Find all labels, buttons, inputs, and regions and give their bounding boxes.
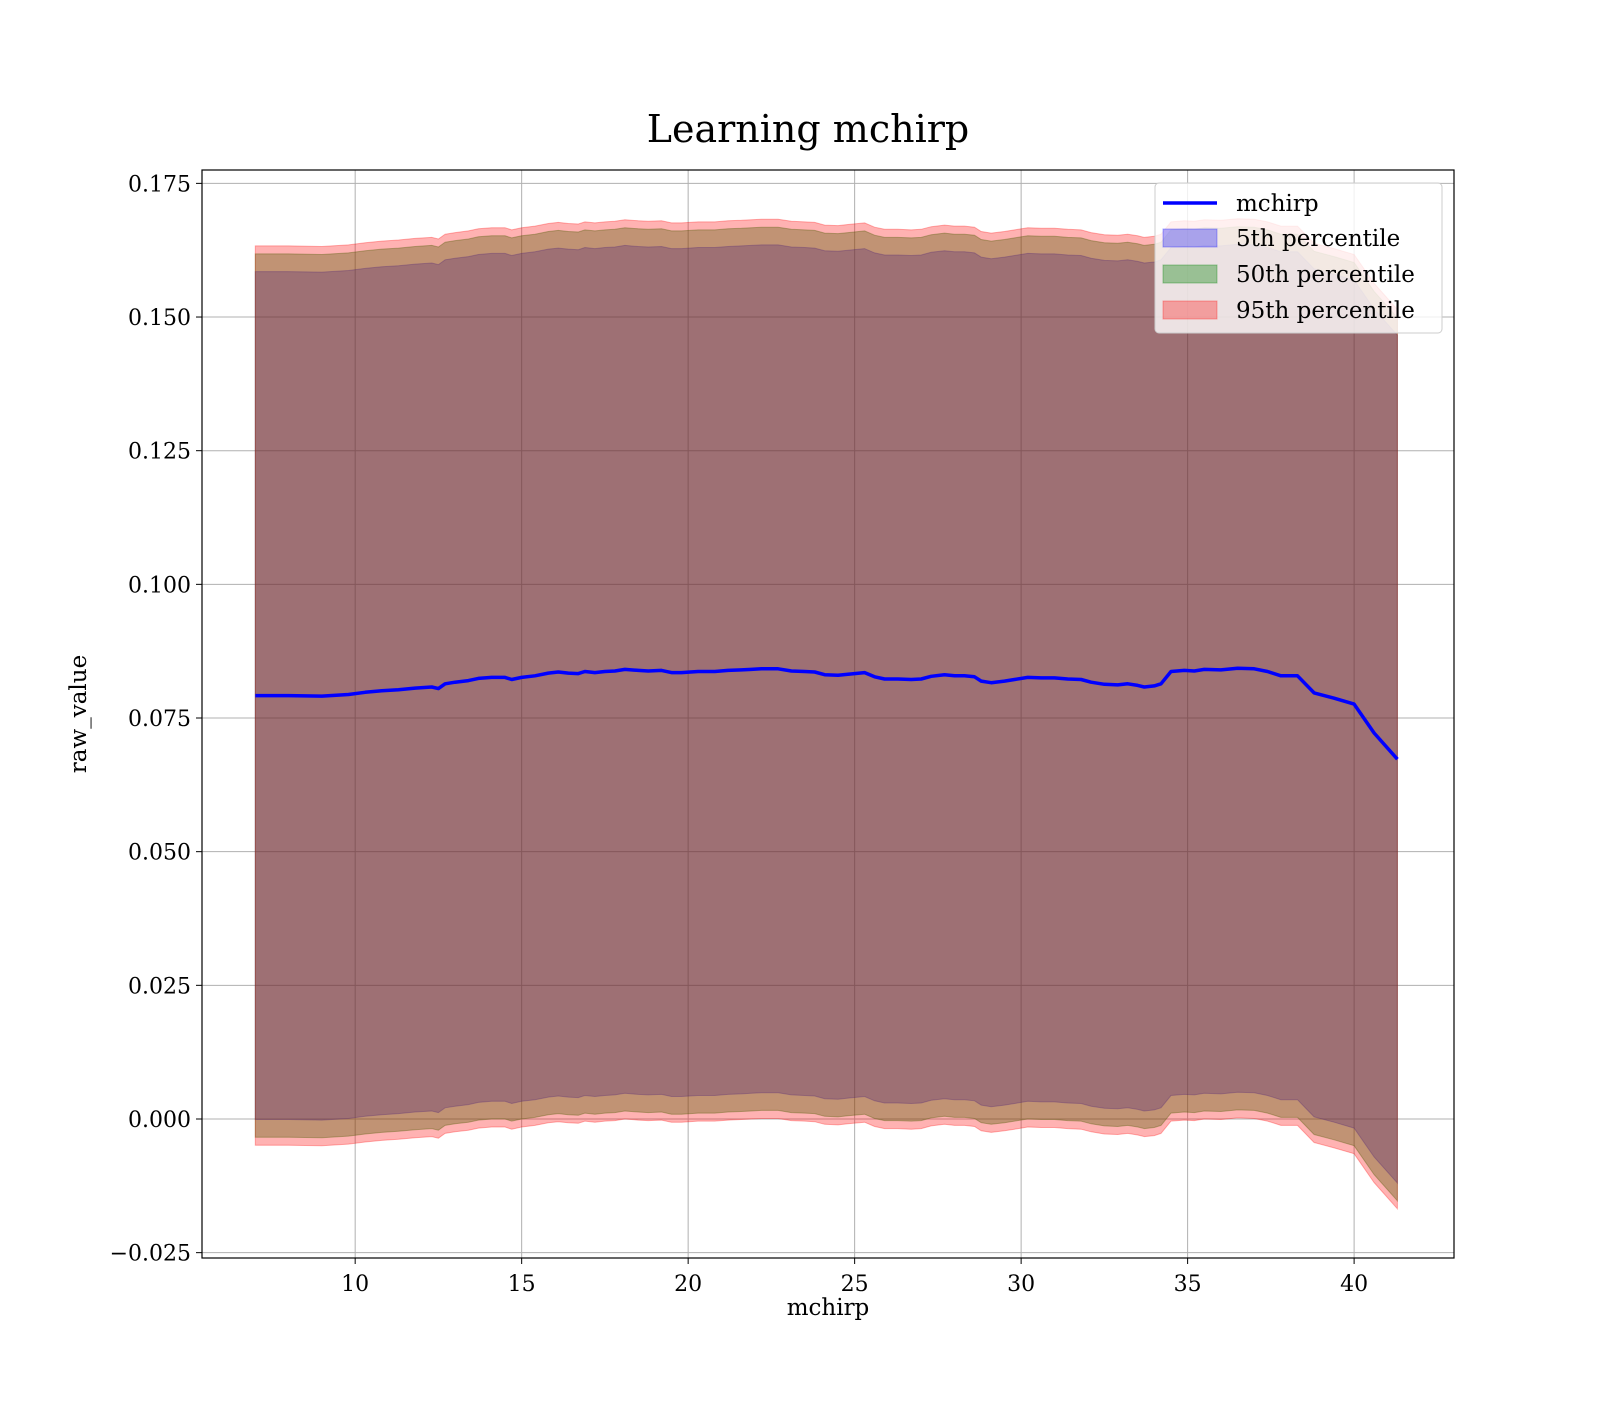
grid	[202, 170, 1454, 1258]
legend-label-50th: 50th percentile	[1236, 262, 1415, 288]
legend-label-5th: 5th percentile	[1236, 226, 1400, 252]
y-tick-label: 0.075	[128, 707, 191, 732]
plot-frame	[201, 169, 1455, 1259]
chart-title: Learning mchirp	[647, 107, 969, 151]
legend-label-mchirp: mchirp	[1236, 191, 1319, 217]
band-95th-percentile	[254, 218, 1398, 1211]
y-tick-label: 0.050	[128, 841, 191, 866]
axis-ticks: 10 15 20 25 30 35 40 −0.025 0.000 0.025 0.050 0.075…	[110, 172, 1369, 1297]
y-tick-label: 0.150	[128, 306, 191, 331]
legend: mchirp 5th percentile 50th percentile 95…	[1154, 182, 1443, 334]
y-tick-label: 0.125	[128, 440, 191, 465]
y-axis-label: raw_value	[66, 655, 92, 773]
y-tick-label: −0.025	[110, 1242, 191, 1267]
x-tick-label: 30	[1007, 1272, 1035, 1297]
y-tick-label: 0.100	[128, 573, 191, 598]
legend-swatch-50th	[1162, 264, 1218, 284]
x-tick-label: 10	[341, 1272, 369, 1297]
percentile-bands	[254, 218, 1398, 1211]
legend-swatch-5th	[1162, 228, 1218, 248]
x-tick-label: 40	[1340, 1272, 1368, 1297]
legend-swatch-95th	[1162, 300, 1218, 320]
band-5th-percentile	[254, 243, 1398, 1185]
legend-label-95th: 95th percentile	[1236, 298, 1415, 324]
series-lines	[255, 666, 1399, 761]
x-tick-label: 15	[508, 1272, 536, 1297]
y-tick-label: 0.175	[128, 172, 191, 197]
x-axis-label: mchirp	[787, 1295, 870, 1321]
series-line-mchirp	[255, 666, 1399, 761]
legend-box	[1154, 182, 1443, 334]
y-tick-label: 0.000	[128, 1108, 191, 1133]
x-tick-label: 20	[674, 1272, 702, 1297]
x-tick-label: 35	[1174, 1272, 1202, 1297]
band-50th-percentile	[254, 226, 1398, 1203]
y-tick-label: 0.025	[128, 974, 191, 999]
x-tick-label: 25	[841, 1272, 869, 1297]
